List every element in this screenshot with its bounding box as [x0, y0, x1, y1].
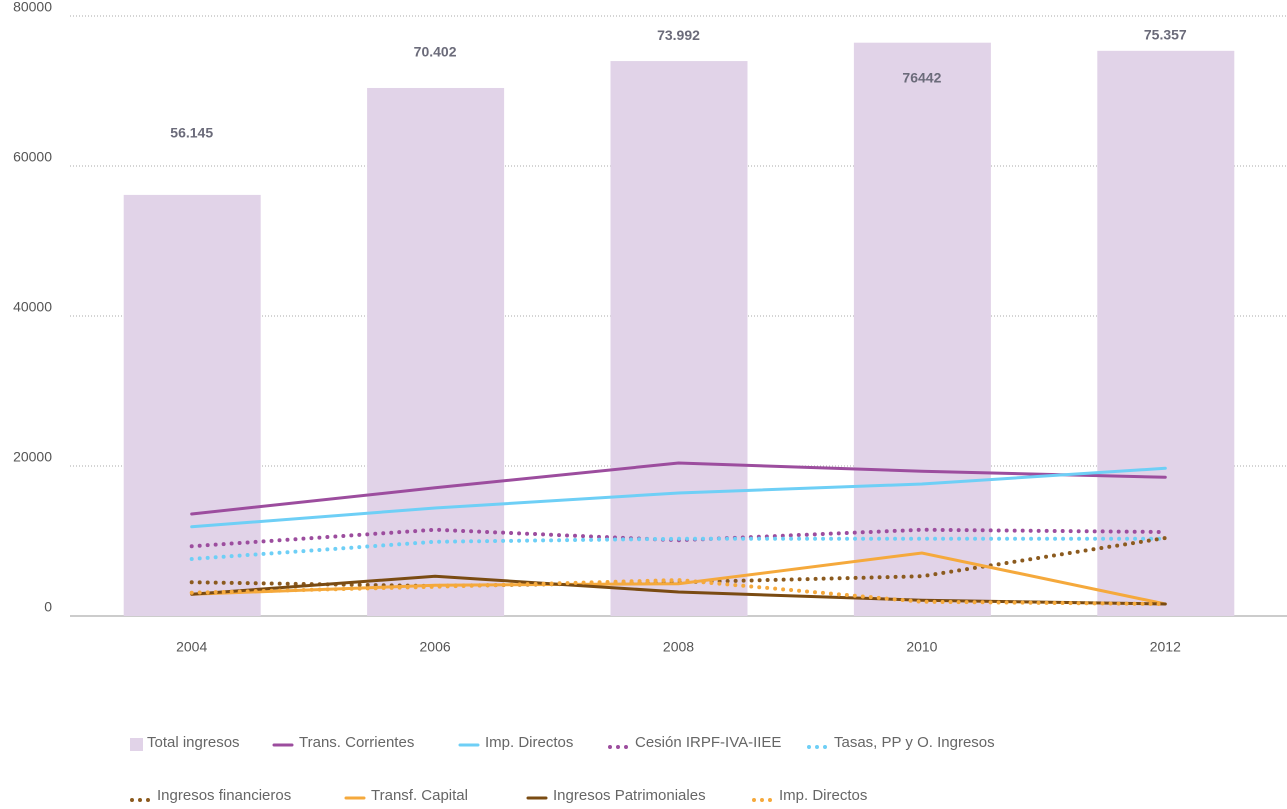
- line: [190, 461, 1167, 516]
- line: [190, 551, 1167, 606]
- value-label: 70.402: [414, 44, 457, 60]
- y-tick-label: 0: [44, 599, 52, 615]
- x-tick-label: 2008: [663, 639, 694, 655]
- line: [190, 574, 1167, 606]
- legend-label: Trans. Corrientes: [299, 734, 414, 751]
- legend-label: Imp. Directos: [779, 787, 867, 804]
- value-label: 75.357: [1144, 27, 1187, 43]
- bar: [853, 42, 991, 617]
- legend-label: Total ingresos: [147, 734, 240, 751]
- legend-label: Tasas, PP y O. Ingresos: [834, 734, 995, 751]
- x-tick-label: 2012: [1150, 639, 1181, 655]
- legend-swatch: [130, 738, 143, 751]
- y-tick-label: 20000: [13, 449, 52, 465]
- legend-label: Cesión IRPF-IVA-IIEE: [635, 734, 781, 751]
- value-label: 73.992: [657, 27, 700, 43]
- y-tick-label: 60000: [13, 149, 52, 165]
- bar: [123, 194, 261, 616]
- value-label: 56.145: [170, 125, 213, 141]
- legend-label: Transf. Capital: [371, 787, 468, 804]
- bar: [367, 87, 505, 617]
- x-tick-label: 2004: [176, 639, 207, 655]
- line: [190, 466, 1167, 529]
- y-tick-label: 80000: [13, 0, 52, 15]
- x-tick-label: 2010: [906, 639, 937, 655]
- legend-label: Ingresos Patrimoniales: [553, 787, 706, 804]
- x-tick-label: 2006: [420, 639, 451, 655]
- bar: [1097, 50, 1235, 616]
- line: [189, 577, 1168, 606]
- legend-label: Ingresos financieros: [157, 787, 291, 804]
- line: [189, 536, 1168, 561]
- legend-label: Imp. Directos: [485, 734, 573, 751]
- bar: [610, 61, 748, 617]
- y-tick-label: 40000: [13, 299, 52, 315]
- value-label: 76442: [902, 69, 941, 85]
